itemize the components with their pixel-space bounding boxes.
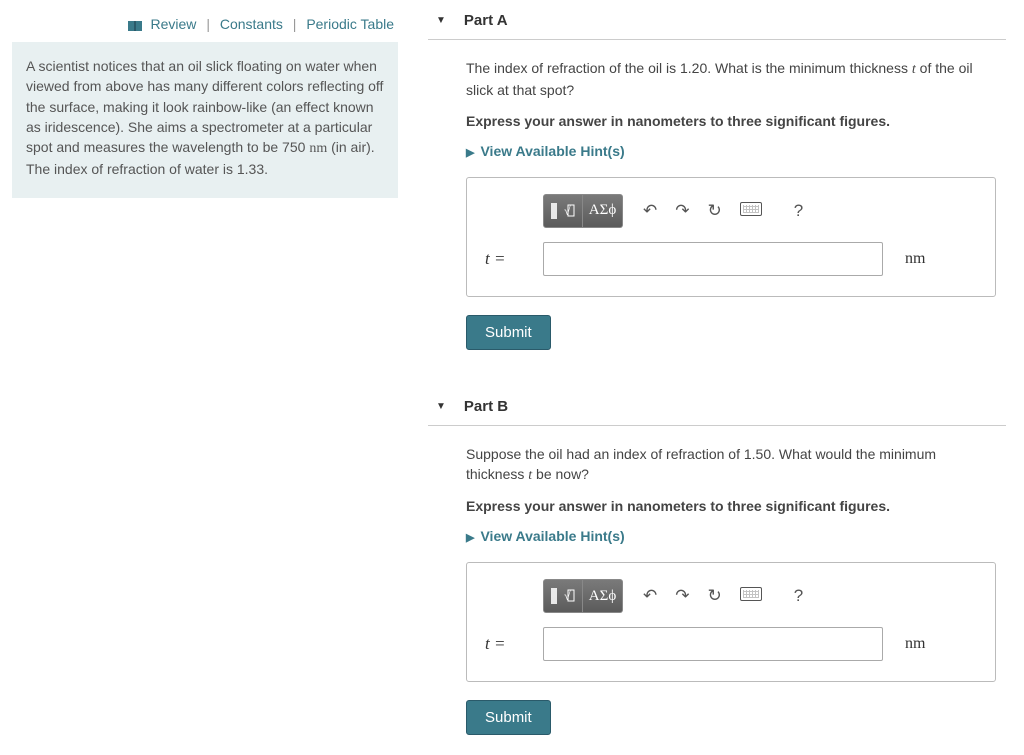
answer-input-a[interactable] — [543, 242, 883, 276]
answer-input-b[interactable] — [543, 627, 883, 661]
unit-label: nm — [905, 635, 925, 653]
right-panel: ▼ Part A The index of refraction of the … — [410, 0, 1024, 740]
format-button-group: √ ΑΣϕ — [543, 194, 623, 228]
part-a-header[interactable]: ▼ Part A — [428, 4, 1006, 40]
greek-symbols-button[interactable]: ΑΣϕ — [583, 579, 623, 613]
submit-button-b[interactable]: Submit — [466, 700, 551, 735]
answer-label: t = — [485, 634, 543, 654]
answer-label: t = — [485, 249, 543, 269]
undo-icon[interactable]: ↶ — [643, 201, 657, 221]
view-hints-link[interactable]: ▶ View Available Hint(s) — [466, 143, 998, 159]
keyboard-icon[interactable] — [740, 201, 762, 221]
question-text: be now? — [532, 466, 589, 482]
help-icon[interactable]: ? — [794, 586, 803, 606]
answer-box-b: √ ΑΣϕ ↶ ↷ ↻ ? t = nm — [466, 562, 996, 682]
separator: | — [206, 16, 210, 32]
answer-box-a: √ ΑΣϕ ↶ ↷ ↻ ? t = nm — [466, 177, 996, 297]
redo-icon[interactable]: ↷ — [675, 201, 689, 221]
part-a-body: The index of refraction of the oil is 1.… — [428, 40, 1006, 370]
reset-icon[interactable]: ↻ — [708, 201, 722, 221]
hints-label: View Available Hint(s) — [480, 528, 624, 544]
redo-icon[interactable]: ↷ — [675, 586, 689, 606]
answer-input-row: t = nm — [485, 627, 977, 661]
question-text: The index of refraction of the oil is 1.… — [466, 60, 912, 76]
part-a-instruction: Express your answer in nanometers to thr… — [466, 113, 998, 129]
caret-right-icon: ▶ — [466, 146, 474, 159]
problem-description: A scientist notices that an oil slick fl… — [12, 42, 398, 198]
input-toolbar: √ ΑΣϕ ↶ ↷ ↻ ? — [543, 194, 977, 228]
book-icon — [127, 19, 143, 31]
fraction-root-button[interactable]: √ — [543, 194, 583, 228]
periodic-table-link[interactable]: Periodic Table — [306, 16, 394, 32]
undo-icon[interactable]: ↶ — [643, 586, 657, 606]
view-hints-link[interactable]: ▶ View Available Hint(s) — [466, 528, 998, 544]
input-toolbar: √ ΑΣϕ ↶ ↷ ↻ ? — [543, 579, 977, 613]
toolbar-icons: ↶ ↷ ↻ ? — [643, 201, 803, 221]
part-b-title: Part B — [464, 398, 508, 415]
caret-down-icon: ▼ — [436, 401, 446, 412]
hints-label: View Available Hint(s) — [480, 143, 624, 159]
part-a-title: Part A — [464, 12, 508, 29]
toolbar-icons: ↶ ↷ ↻ ? — [643, 586, 803, 606]
caret-right-icon: ▶ — [466, 531, 474, 544]
help-icon[interactable]: ? — [794, 201, 803, 221]
part-b-question: Suppose the oil had an index of refracti… — [466, 444, 998, 487]
fraction-root-button[interactable]: √ — [543, 579, 583, 613]
part-a-question: The index of refraction of the oil is 1.… — [466, 58, 998, 101]
separator: | — [293, 16, 297, 32]
keyboard-icon[interactable] — [740, 586, 762, 606]
answer-input-row: t = nm — [485, 242, 977, 276]
top-links: Review | Constants | Periodic Table — [12, 10, 398, 42]
left-panel: Review | Constants | Periodic Table A sc… — [0, 0, 410, 740]
submit-button-a[interactable]: Submit — [466, 315, 551, 350]
part-b-header[interactable]: ▼ Part B — [428, 390, 1006, 426]
greek-symbols-button[interactable]: ΑΣϕ — [583, 194, 623, 228]
constants-link[interactable]: Constants — [220, 16, 283, 32]
caret-down-icon: ▼ — [436, 15, 446, 26]
part-b-body: Suppose the oil had an index of refracti… — [428, 426, 1006, 755]
format-button-group: √ ΑΣϕ — [543, 579, 623, 613]
part-b-instruction: Express your answer in nanometers to thr… — [466, 498, 998, 514]
review-link[interactable]: Review — [151, 16, 197, 32]
unit-label: nm — [905, 250, 925, 268]
reset-icon[interactable]: ↻ — [708, 586, 722, 606]
